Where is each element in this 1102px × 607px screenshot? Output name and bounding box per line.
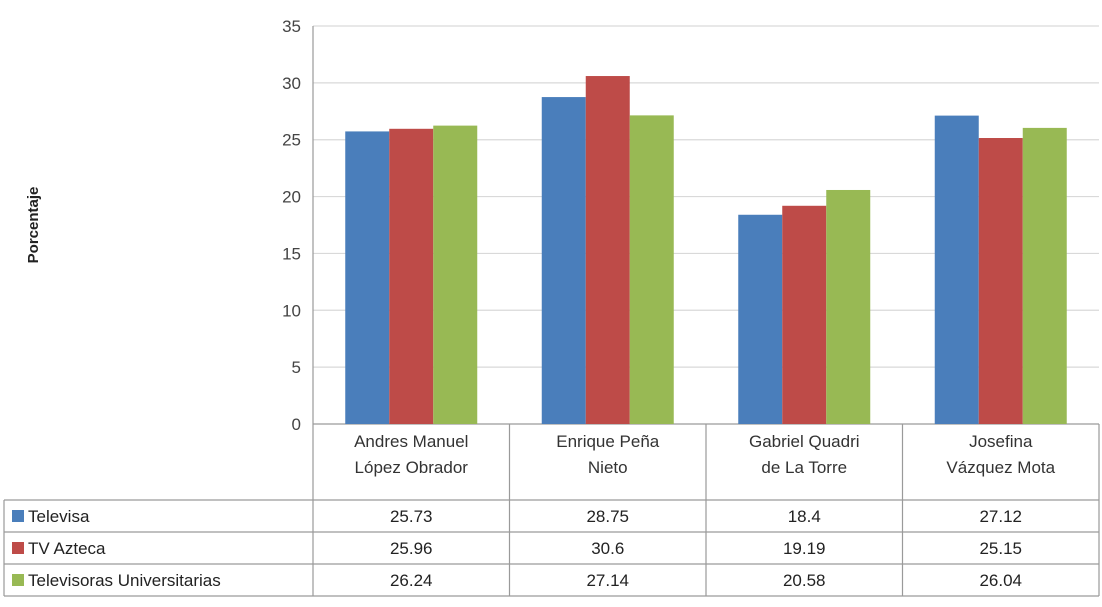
- legend-key: [12, 574, 24, 586]
- data-label: 20.58: [783, 571, 826, 590]
- data-label: 27.12: [979, 507, 1022, 526]
- legend-label: Televisoras Universitarias: [28, 571, 221, 590]
- category-label: Andres Manuel: [354, 432, 468, 451]
- data-label: 30.6: [591, 539, 624, 558]
- y-axis-label: Porcentaje: [25, 187, 42, 264]
- bar-tv-azteca: [782, 205, 827, 424]
- data-label: 25.96: [390, 539, 433, 558]
- y-tick-label: 10: [282, 301, 301, 320]
- y-tick-label: 15: [282, 244, 301, 263]
- bar-televisa: [541, 97, 586, 425]
- bars: [345, 76, 1067, 425]
- category-label: Nieto: [588, 458, 628, 477]
- bar-tv-azteca: [585, 76, 630, 424]
- y-tick-label: 5: [292, 358, 301, 377]
- bar-televisa: [345, 131, 390, 424]
- data-label: 18.4: [788, 507, 821, 526]
- y-tick-label: 0: [292, 415, 301, 434]
- category-label: Josefina: [969, 432, 1033, 451]
- data-label: 28.75: [586, 507, 629, 526]
- category-label: Vázquez Mota: [946, 458, 1055, 477]
- bar-tv-azteca: [978, 138, 1023, 424]
- bar-televisa: [738, 214, 783, 424]
- data-label: 26.24: [390, 571, 433, 590]
- data-label: 26.04: [979, 571, 1022, 590]
- bar-televisoras-universitarias: [629, 115, 674, 424]
- y-tick-labels: 0 5 10 15 20 25 30 35: [282, 17, 301, 434]
- data-label: 25.73: [390, 507, 433, 526]
- legend-key: [12, 542, 24, 554]
- bar-tv-azteca: [389, 128, 434, 424]
- data-label: 25.15: [979, 539, 1022, 558]
- category-label: de La Torre: [761, 458, 847, 477]
- category-label: Enrique Peña: [556, 432, 660, 451]
- bar-televisoras-universitarias: [1022, 127, 1067, 424]
- y-tick-label: 35: [282, 17, 301, 36]
- legend-key: [12, 510, 24, 522]
- y-tick-label: 25: [282, 131, 301, 150]
- y-tick-label: 30: [282, 74, 301, 93]
- data-table: Andres Manuel López Obrador Enrique Peña Ni…: [3, 424, 1100, 597]
- bar-televisoras-universitarias: [826, 189, 871, 424]
- data-label: 27.14: [586, 571, 629, 590]
- category-label: Gabriel Quadri: [749, 432, 860, 451]
- bar-televisoras-universitarias: [433, 125, 478, 425]
- y-tick-label: 20: [282, 188, 301, 207]
- category-label: López Obrador: [355, 458, 469, 477]
- bar-televisa: [934, 115, 979, 424]
- legend-label: TV Azteca: [28, 539, 106, 558]
- data-label: 19.19: [783, 539, 826, 558]
- legend-label: Televisa: [28, 507, 90, 526]
